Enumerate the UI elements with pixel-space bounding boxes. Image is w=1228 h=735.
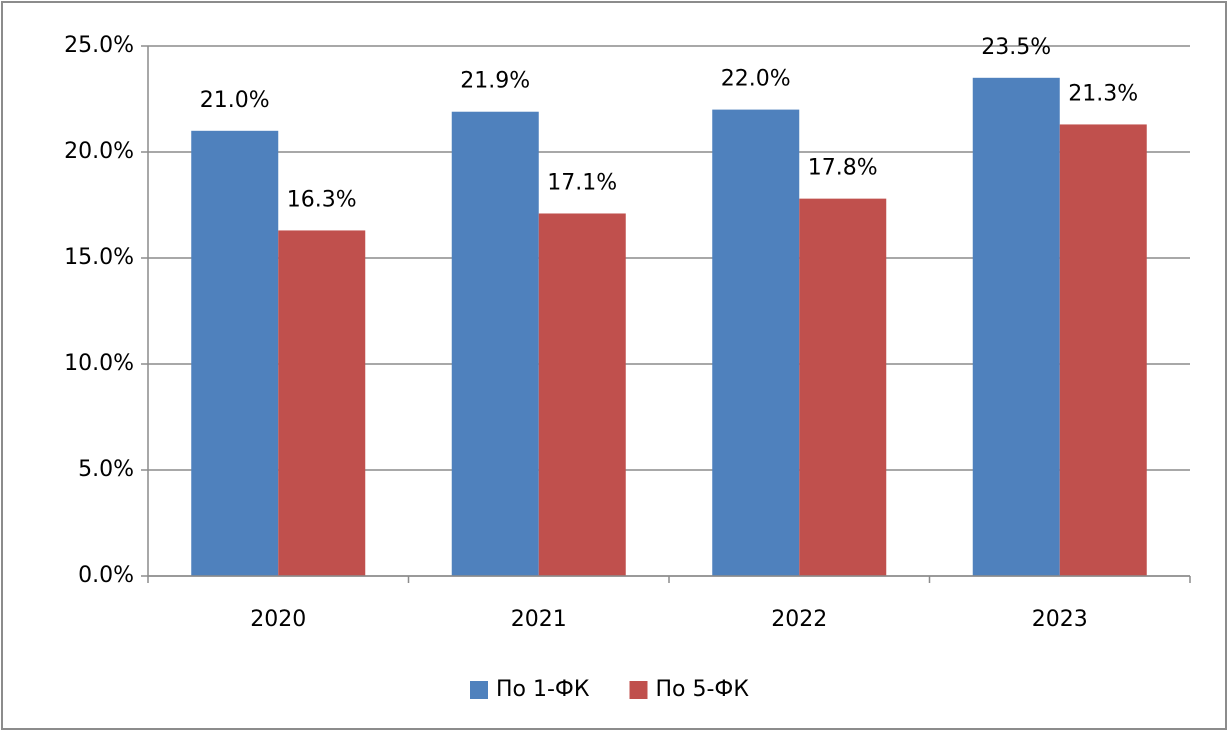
bar xyxy=(451,111,539,576)
y-tick-label: 10.0% xyxy=(64,351,134,376)
data-label: 21.3% xyxy=(1068,81,1138,106)
y-tick-label: 5.0% xyxy=(78,457,134,482)
x-tick-label: 2022 xyxy=(771,607,827,632)
y-tick-label: 20.0% xyxy=(64,139,134,164)
data-label: 23.5% xyxy=(981,35,1051,60)
legend-swatch xyxy=(470,681,488,699)
bar xyxy=(799,198,887,576)
bar xyxy=(712,109,800,576)
data-label: 21.0% xyxy=(200,88,270,113)
data-label: 17.8% xyxy=(808,156,878,181)
data-label: 16.3% xyxy=(287,187,357,212)
data-label: 22.0% xyxy=(721,67,791,92)
bar xyxy=(1059,124,1147,576)
x-tick-label: 2021 xyxy=(511,607,567,632)
bar xyxy=(278,230,366,576)
data-label: 21.9% xyxy=(460,69,530,94)
bar xyxy=(191,130,279,577)
legend-swatch xyxy=(629,681,648,699)
y-tick-label: 25.0% xyxy=(64,33,134,58)
x-tick-label: 2020 xyxy=(250,607,306,632)
y-tick-label: 15.0% xyxy=(64,245,134,270)
legend-label: По 5-ФК xyxy=(656,677,750,702)
bar xyxy=(538,213,626,577)
y-tick-label: 0.0% xyxy=(78,563,134,588)
bar xyxy=(972,77,1060,577)
legend-label: По 1-ФК xyxy=(496,677,590,702)
x-tick-label: 2023 xyxy=(1032,607,1088,632)
data-label: 17.1% xyxy=(547,170,617,195)
